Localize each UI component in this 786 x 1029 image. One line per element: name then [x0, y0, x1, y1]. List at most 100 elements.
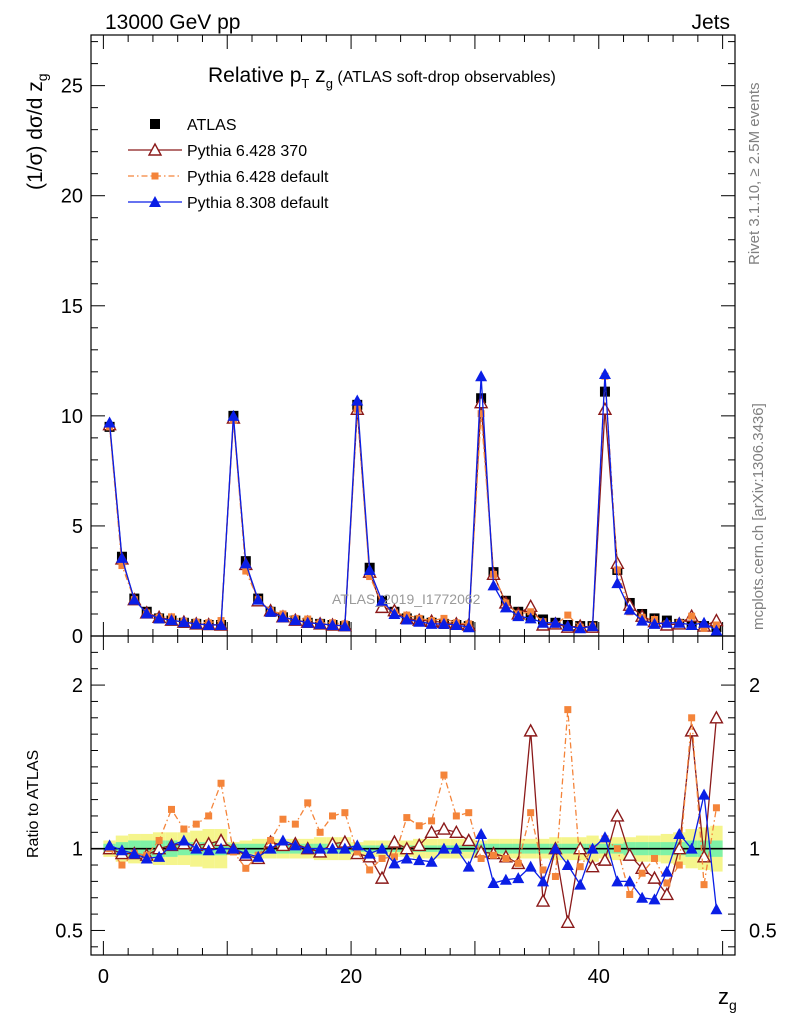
ratio-y-tick-label: 2: [72, 675, 83, 697]
legend-entry: Pythia 6.428 default: [128, 169, 329, 186]
ratio-data-point: [440, 771, 448, 779]
ratio-data-point: [659, 887, 675, 901]
data-point: [140, 607, 153, 619]
ratio-data-point: [374, 870, 390, 884]
legend-marker: [151, 172, 159, 180]
ratio-data-point: [537, 875, 550, 887]
ratio-data-point: [413, 854, 426, 866]
data-point: [660, 616, 673, 628]
ratio-data-point: [549, 842, 562, 854]
ratio-data-point: [437, 842, 450, 854]
data-point: [242, 567, 250, 575]
data-point: [527, 608, 535, 616]
ratio-data-point: [450, 842, 463, 854]
data-point: [611, 577, 624, 589]
x-tick-label: 20: [340, 966, 362, 988]
ratio-data-point: [376, 842, 389, 854]
ratio-data-point: [698, 788, 711, 800]
legend-label: Pythia 8.308 default: [187, 195, 329, 212]
ratio-data-point: [415, 822, 423, 830]
y-tick-label: 25: [61, 76, 83, 98]
data-point: [613, 566, 621, 574]
ratio-data-point: [626, 890, 634, 898]
data-point: [648, 617, 661, 629]
ratio-data-point: [387, 834, 402, 848]
ratio-data-point: [217, 779, 225, 787]
data-point: [376, 594, 389, 606]
y-tick-label: 5: [72, 516, 83, 538]
ratio-data-point: [561, 859, 574, 871]
ratio-data-point: [610, 808, 625, 822]
ratio-data-point: [289, 839, 302, 851]
data-point: [363, 563, 376, 575]
ratio-data-point: [205, 812, 213, 820]
data-point: [128, 593, 141, 605]
data-point: [301, 616, 314, 628]
ratio-data-point: [623, 875, 636, 887]
data-point: [388, 607, 401, 619]
ratio-data-point: [301, 842, 314, 854]
ratio-data-point: [710, 903, 723, 915]
data-point: [473, 395, 489, 409]
ratio-data-point: [586, 842, 599, 854]
header-left: 13000 GeV pp: [105, 11, 240, 34]
ratio-data-point: [700, 881, 708, 889]
ratio-series-pythia-6-428-default: [106, 706, 720, 898]
ratio-data-point: [351, 839, 364, 851]
data-point: [574, 622, 587, 634]
data-point: [437, 617, 450, 629]
ratio-data-point: [155, 836, 163, 844]
ratio-data-point: [574, 878, 587, 890]
ratio-data-point: [663, 879, 671, 887]
data-point: [549, 616, 562, 628]
ratio-data-point: [477, 854, 485, 862]
data-point: [477, 410, 485, 418]
y-tick-label: 0: [72, 626, 83, 648]
ratio-plot-frame: [90, 635, 736, 956]
ratio-data-point: [291, 820, 299, 828]
y-tick-label: 20: [61, 186, 83, 208]
ratio-data-point: [403, 814, 411, 822]
ratio-data-point: [128, 847, 141, 859]
data-point: [118, 562, 126, 570]
ratio-data-point: [153, 850, 166, 862]
ratio-data-point: [264, 842, 277, 854]
ratio-data-point: [535, 893, 551, 907]
ratio-data-point: [685, 842, 698, 854]
data-point: [512, 610, 525, 622]
legend-label: Pythia 6.428 default: [187, 169, 329, 186]
ratio-data-point: [647, 870, 662, 884]
plot-title-main: Relative p: [208, 64, 301, 87]
ratio-data-point: [598, 831, 611, 843]
data-point: [487, 579, 500, 591]
legend-label: ATLAS: [187, 117, 237, 134]
x-axis-label-text: z: [718, 984, 729, 1009]
legend-entry: Pythia 6.428 370: [128, 142, 307, 160]
ratio-data-point: [400, 852, 413, 864]
main-panel: 0 5 10 15 20 25: [61, 34, 736, 648]
ratio-data-point: [267, 836, 275, 844]
data-point: [499, 601, 512, 613]
data-point: [462, 621, 475, 633]
data-point: [597, 401, 613, 415]
ratio-data-point: [103, 839, 116, 851]
ratio-data-point: [276, 834, 289, 846]
ratio-data-point: [227, 842, 240, 854]
data-point: [239, 557, 252, 569]
ratio-data-point: [475, 827, 488, 839]
data-point: [177, 616, 190, 628]
ratio-data-point: [140, 852, 153, 864]
plot-title-tail: (ATLAS soft-drop observables): [333, 69, 556, 86]
data-point: [564, 611, 572, 619]
ratio-data-point: [165, 839, 178, 851]
ratio-data-point: [712, 804, 720, 812]
ratio-data-point: [524, 860, 537, 872]
data-point: [586, 620, 599, 632]
plot-title-sub-t: T: [301, 76, 309, 91]
ratio-data-point: [177, 834, 190, 846]
data-point: [524, 612, 537, 624]
ratio-data-point: [514, 859, 522, 867]
data-point: [425, 617, 438, 629]
legend-marker: [150, 119, 160, 129]
